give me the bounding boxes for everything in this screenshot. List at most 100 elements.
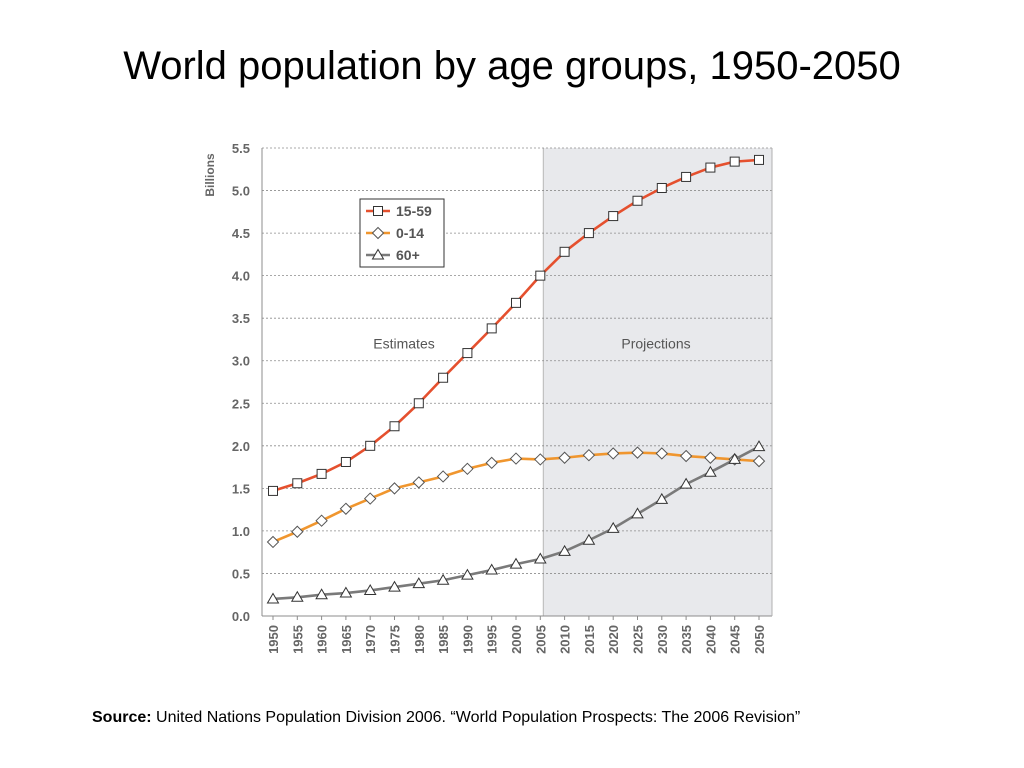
y-tick-label: 2.0 xyxy=(232,439,250,454)
data-point xyxy=(315,588,328,600)
data-point xyxy=(290,590,304,602)
data-point xyxy=(363,492,377,505)
data-point xyxy=(436,470,450,483)
data-point xyxy=(655,492,669,504)
data-point xyxy=(729,156,740,167)
data-point xyxy=(316,468,327,479)
grid-lines xyxy=(261,147,773,617)
x-tick-label: 2035 xyxy=(679,625,694,654)
data-point xyxy=(509,557,523,569)
data-point xyxy=(606,521,620,533)
data-point xyxy=(606,447,620,460)
data-point xyxy=(291,525,304,538)
source-line: Source: United Nations Population Divisi… xyxy=(92,709,992,727)
x-tick-label: 2030 xyxy=(655,625,670,654)
data-point xyxy=(534,453,547,466)
data-point xyxy=(339,586,353,598)
data-point xyxy=(413,398,424,409)
data-point xyxy=(656,182,667,193)
plot-background xyxy=(262,148,772,616)
data-point xyxy=(339,502,353,515)
data-point xyxy=(438,372,449,383)
y-axis-title: Billions xyxy=(203,153,217,197)
data-point xyxy=(752,440,766,452)
y-axis-ticks: 0.0 0.5 1.0 1.5 2.0 2.5 3.0 3.5 4.0 4.5 5.0 5.5 xyxy=(232,141,250,624)
x-tick-label: 2020 xyxy=(606,625,621,654)
x-tick-label: 2000 xyxy=(509,625,524,654)
legend-label: 60+ xyxy=(396,247,420,263)
data-point xyxy=(631,446,644,459)
y-tick-label: 2.5 xyxy=(232,396,250,411)
x-tick-label: 1970 xyxy=(363,625,378,654)
source-text: United Nations Population Division 2006.… xyxy=(156,709,801,726)
y-tick-label: 4.0 xyxy=(232,269,250,284)
x-tick-label: 1980 xyxy=(412,625,427,654)
region-labels: Estimates Projections xyxy=(373,336,690,352)
data-point xyxy=(754,154,764,165)
data-point xyxy=(631,507,644,519)
data-point xyxy=(582,448,596,462)
legend-item: 15-59 xyxy=(366,203,432,219)
series-layer xyxy=(266,154,766,604)
data-point xyxy=(533,552,547,564)
estimates-label: Estimates xyxy=(373,336,434,352)
y-tick-label: 5.5 xyxy=(232,141,250,156)
data-point xyxy=(558,451,571,464)
data-point xyxy=(559,246,570,257)
data-point xyxy=(388,482,401,495)
data-point xyxy=(558,544,571,556)
data-point xyxy=(485,456,498,470)
data-point xyxy=(752,454,766,468)
x-tick-label: 1950 xyxy=(266,625,281,654)
x-tick-label: 2045 xyxy=(728,625,743,654)
data-point xyxy=(679,449,693,463)
x-tick-label: 1990 xyxy=(460,625,475,654)
data-point xyxy=(266,535,280,549)
data-point xyxy=(412,476,426,489)
x-tick-label: 2025 xyxy=(631,625,646,654)
x-tick-label: 2050 xyxy=(752,625,767,654)
data-point xyxy=(315,514,328,527)
data-point xyxy=(704,465,717,477)
data-point xyxy=(679,477,693,489)
source-label: Source: xyxy=(92,709,152,726)
data-point xyxy=(583,228,594,239)
data-point xyxy=(365,440,376,451)
projection-shading xyxy=(543,148,772,616)
data-point xyxy=(535,270,546,281)
legend-marker xyxy=(371,248,385,260)
x-tick-label: 2005 xyxy=(533,625,548,654)
data-point xyxy=(412,577,426,589)
data-point xyxy=(632,195,643,206)
x-tick-label: 1985 xyxy=(436,625,451,654)
data-point xyxy=(728,452,742,464)
data-point xyxy=(389,421,400,432)
data-point xyxy=(388,580,401,592)
y-tick-label: 0.0 xyxy=(232,609,250,624)
data-point xyxy=(655,447,669,460)
series-0-14 xyxy=(266,446,766,549)
x-tick-label: 1955 xyxy=(290,625,305,654)
legend-item: 0-14 xyxy=(366,225,424,241)
data-point xyxy=(340,456,351,467)
legend-marker xyxy=(373,206,383,216)
x-tick-label: 2010 xyxy=(558,625,573,654)
data-point xyxy=(681,171,692,182)
slide-title: World population by age groups, 1950-205… xyxy=(123,44,901,88)
data-point xyxy=(461,568,474,580)
data-point xyxy=(486,323,497,334)
y-tick-label: 4.5 xyxy=(232,226,250,241)
x-tick-label: 2040 xyxy=(703,625,718,654)
legend-item: 60+ xyxy=(366,247,420,263)
y-tick-label: 3.5 xyxy=(232,311,250,326)
y-tick-label: 1.0 xyxy=(232,524,250,539)
x-tick-label: 1960 xyxy=(315,625,330,654)
x-axis-ticks: 1950 1955 1960 1965 1970 1975 1980 1985 1990 1995… xyxy=(266,616,767,654)
data-point xyxy=(461,462,474,475)
data-point xyxy=(462,348,473,359)
data-point xyxy=(705,162,716,173)
data-point xyxy=(608,211,619,222)
y-tick-label: 0.5 xyxy=(232,566,250,581)
data-point xyxy=(292,478,303,489)
